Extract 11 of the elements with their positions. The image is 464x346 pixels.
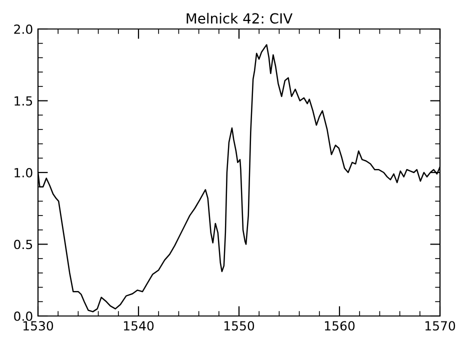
y-tick-label: 0.5 bbox=[14, 240, 32, 250]
y-tick-label: 0.0 bbox=[14, 311, 32, 321]
x-tick-label: 1530 bbox=[23, 321, 54, 331]
x-tick-label: 1570 bbox=[425, 321, 456, 331]
x-tick-label: 1550 bbox=[224, 321, 254, 331]
chart-title: Melnick 42: CIV bbox=[186, 12, 292, 24]
y-tick-label: 2.0 bbox=[14, 24, 32, 34]
y-tick-label: 1.5 bbox=[14, 96, 32, 106]
y-tick-label: 1.0 bbox=[14, 168, 32, 178]
x-tick-label: 1560 bbox=[324, 321, 355, 331]
x-tick-label: 1540 bbox=[124, 321, 154, 331]
